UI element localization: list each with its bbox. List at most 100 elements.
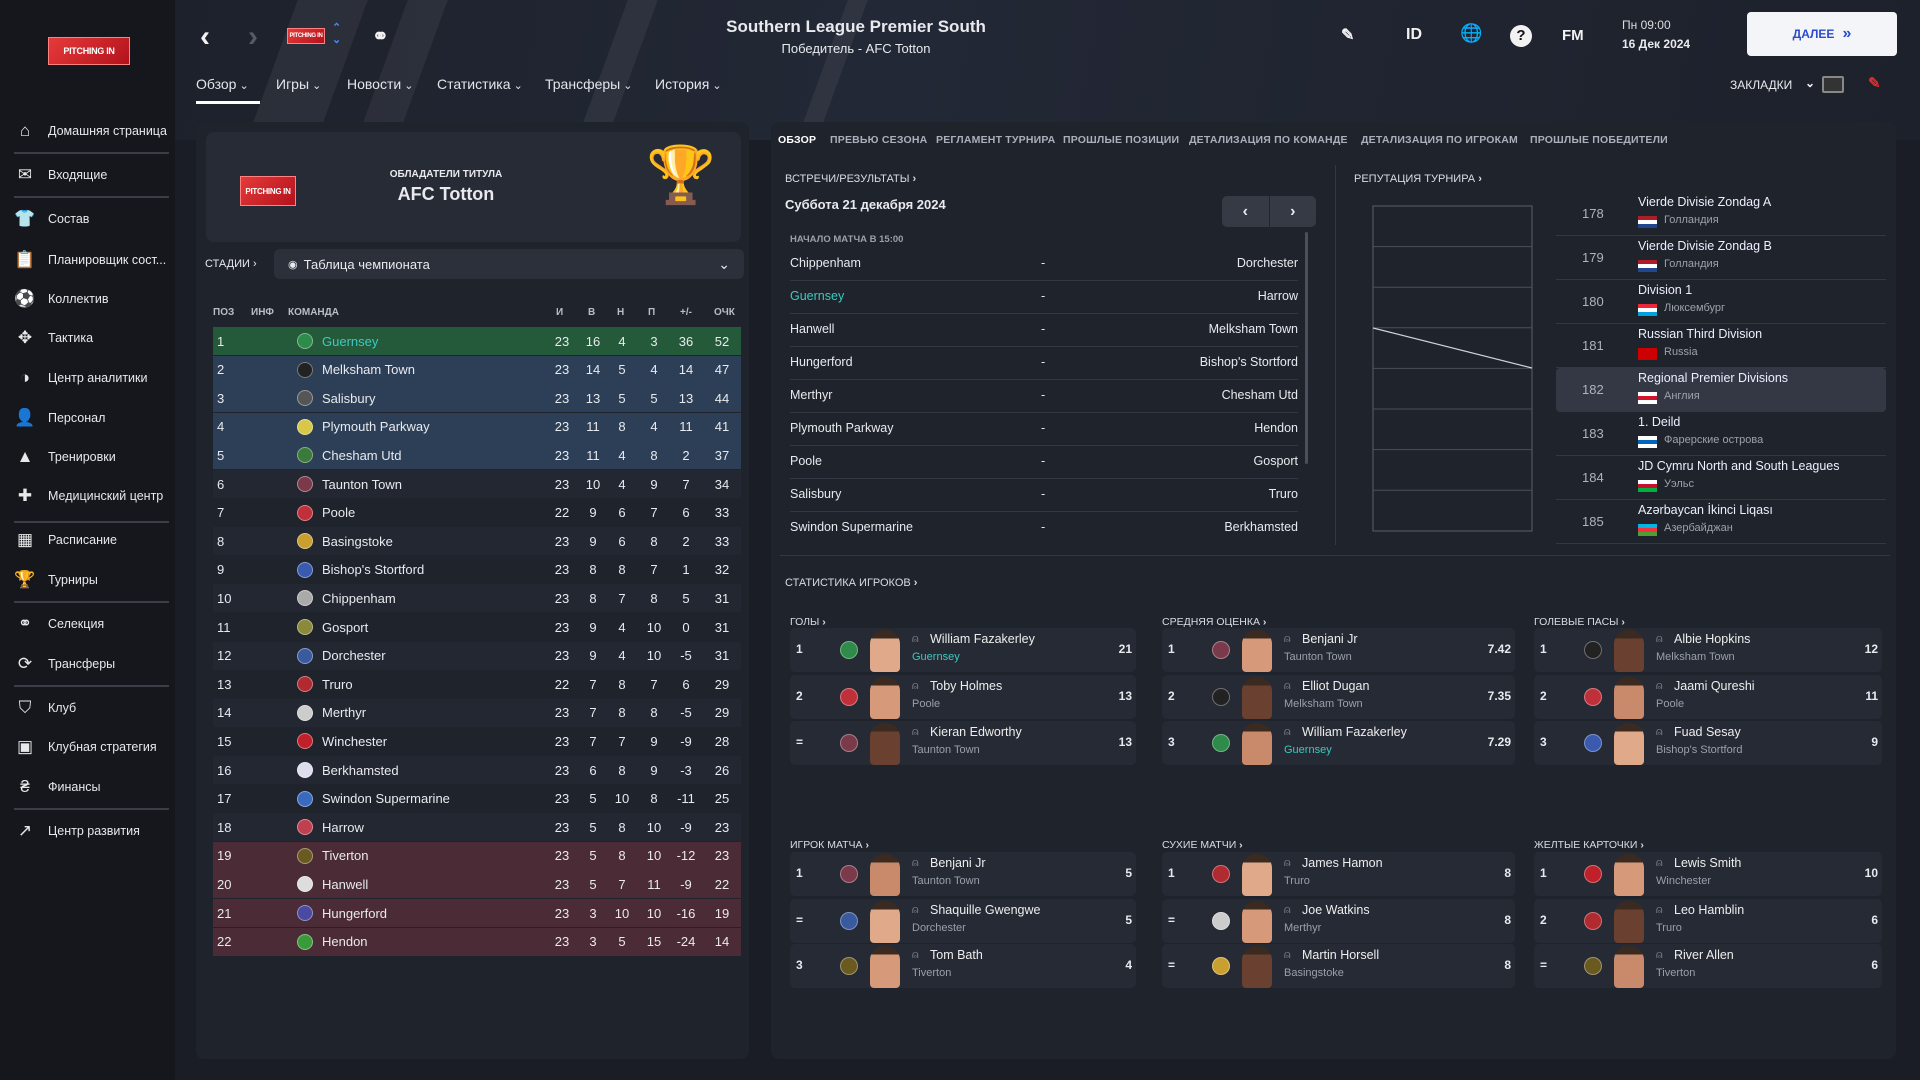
sidebar-item-shield[interactable]: ⛉ Клуб xyxy=(14,693,169,723)
competition-name[interactable]: Russian Third Division xyxy=(1638,327,1763,341)
column-header[interactable]: И xyxy=(556,307,564,318)
page-subtitle[interactable]: Победитель - AFC Totton xyxy=(781,41,931,56)
table-row[interactable]: 10 Chippenham 23 8 7 8 5 31 xyxy=(213,584,741,613)
team-name[interactable]: Taunton Town xyxy=(322,476,402,492)
table-row[interactable]: 4 Plymouth Parkway 23 11 8 4 11 41 xyxy=(213,412,741,441)
fixture-row[interactable]: Swindon Supermarine - Berkhamsted xyxy=(790,512,1298,534)
stat-group-link[interactable]: СУХИЕ МАТЧИ xyxy=(1162,839,1243,851)
table-row[interactable]: 8 Basingstoke 23 9 6 8 2 33 xyxy=(213,527,741,556)
team-name[interactable]: Winchester xyxy=(322,733,388,749)
table-row[interactable]: 11 Gosport 23 9 4 10 0 31 xyxy=(213,613,741,641)
table-row[interactable]: 6 Taunton Town 23 10 4 9 7 34 xyxy=(213,470,741,498)
competition-name[interactable]: Division 1 xyxy=(1638,283,1693,297)
player-club[interactable]: Dorchester xyxy=(912,922,966,934)
home-team[interactable]: Salisbury xyxy=(790,487,842,501)
player-stat-row[interactable]: = ⍝ Joe Watkins Merthyr 8 xyxy=(1162,899,1515,943)
team-name[interactable]: Gosport xyxy=(322,619,369,635)
player-stat-row[interactable]: = ⍝ Shaquille Gwengwe Dorchester 5 xyxy=(790,899,1136,943)
sidebar-item-analytics[interactable]: ◑ Центр аналитики xyxy=(14,363,169,393)
away-team[interactable]: Chesham Utd xyxy=(1221,388,1298,402)
reputation-row[interactable]: 179 Vierde Divisie Zondag B Голландия xyxy=(1556,236,1886,280)
player-stat-row[interactable]: 1 ⍝ James Hamon Truro 8 xyxy=(1162,852,1515,896)
player-name[interactable]: William Fazakerley xyxy=(1302,725,1407,739)
competition-name[interactable]: Vierde Divisie Zondag A xyxy=(1638,195,1772,209)
table-row[interactable]: 1 Guernsey 23 16 4 3 36 52 xyxy=(213,327,741,355)
back-arrow-icon[interactable]: ‹ xyxy=(200,20,210,53)
team-name[interactable]: Basingstoke xyxy=(322,533,393,549)
team-name[interactable]: Guernsey xyxy=(322,333,379,349)
player-stats-link[interactable]: СТАТИСТИКА ИГРОКОВ xyxy=(785,577,917,589)
home-team[interactable]: Merthyr xyxy=(790,388,833,402)
away-team[interactable]: Gosport xyxy=(1253,454,1298,468)
sidebar-item-growth[interactable]: ↗ Центр развития xyxy=(14,816,169,846)
team-name[interactable]: Salisbury xyxy=(322,390,376,406)
table-row[interactable]: 13 Truro 22 7 8 7 6 29 xyxy=(213,670,741,698)
player-stat-row[interactable]: 3 ⍝ Tom Bath Tiverton 4 xyxy=(790,944,1136,988)
stat-group-link[interactable]: СРЕДНЯЯ ОЦЕНКА xyxy=(1162,616,1266,628)
table-row[interactable]: 14 Merthyr 23 7 8 8 -5 29 xyxy=(213,698,741,727)
chevron-down-icon[interactable]: ⌄ xyxy=(1805,76,1816,90)
help-icon[interactable]: ? xyxy=(1510,25,1532,47)
player-name[interactable]: Albie Hopkins xyxy=(1674,632,1751,646)
fixture-row[interactable]: Hungerford - Bishop's Stortford xyxy=(790,347,1298,380)
sidebar-item-clipboard[interactable]: 📋 Планировщик сост... xyxy=(14,245,169,275)
nav-menu-3[interactable]: Статистика xyxy=(437,76,523,92)
table-row[interactable]: 15 Winchester 23 7 7 9 -9 28 xyxy=(213,727,741,755)
home-team[interactable]: Chippenham xyxy=(790,256,861,270)
column-header[interactable]: П xyxy=(648,307,656,318)
home-team[interactable]: Plymouth Parkway xyxy=(790,421,894,435)
fixtures-link[interactable]: ВСТРЕЧИ/РЕЗУЛЬТАТЫ xyxy=(785,173,916,185)
team-name[interactable]: Tiverton xyxy=(322,848,369,864)
player-club[interactable]: Guernsey xyxy=(1284,744,1332,756)
team-name[interactable]: Dorchester xyxy=(322,648,386,664)
sidebar-item-staff[interactable]: 👤 Персонал xyxy=(14,403,169,433)
away-team[interactable]: Bishop's Stortford xyxy=(1199,355,1298,369)
player-club[interactable]: Taunton Town xyxy=(1284,651,1352,663)
player-stat-row[interactable]: 1 ⍝ Lewis Smith Winchester 10 xyxy=(1534,852,1882,896)
competition-name[interactable]: Regional Premier Divisions xyxy=(1638,371,1789,385)
player-stat-row[interactable]: = ⍝ River Allen Tiverton 6 xyxy=(1534,944,1882,988)
player-club[interactable]: Tiverton xyxy=(1656,967,1696,979)
team-name[interactable]: Chippenham xyxy=(322,590,396,606)
away-team[interactable]: Harrow xyxy=(1257,289,1298,303)
monitor-icon[interactable] xyxy=(1822,76,1844,93)
player-stat-row[interactable]: 2 ⍝ Leo Hamblin Truro 6 xyxy=(1534,899,1882,943)
sidebar-item-strategy[interactable]: ▣ Клубная стратегия xyxy=(14,732,169,762)
player-stat-row[interactable]: = ⍝ Kieran Edworthy Taunton Town 13 xyxy=(790,721,1136,765)
binoculars-icon[interactable]: ⚭ xyxy=(372,26,389,48)
away-team[interactable]: Melksham Town xyxy=(1208,322,1298,336)
column-header[interactable]: Н xyxy=(617,307,625,318)
away-team[interactable]: Berkhamsted xyxy=(1224,520,1298,534)
reputation-row[interactable]: 183 1. Deild Фарерские острова xyxy=(1556,412,1886,456)
nav-menu-4[interactable]: Трансферы xyxy=(545,76,633,92)
table-row[interactable]: 19 Tiverton 23 5 8 10 -12 23 xyxy=(213,841,741,870)
red-pencil-icon[interactable]: ✎ xyxy=(1868,75,1881,92)
home-team[interactable]: Poole xyxy=(790,454,822,468)
club-logo[interactable]: PITCHING IN xyxy=(48,37,130,65)
player-name[interactable]: Kieran Edworthy xyxy=(930,725,1022,739)
team-name[interactable]: Hendon xyxy=(322,934,368,950)
player-club[interactable]: Bishop's Stortford xyxy=(1656,744,1743,756)
player-stat-row[interactable]: 1 ⍝ Albie Hopkins Melksham Town 12 xyxy=(1534,628,1882,672)
switch-competition-icon[interactable]: ⌃ ⌄ xyxy=(332,22,342,46)
tab-4[interactable]: ДЕТАЛИЗАЦИЯ ПО КОМАНДЕ xyxy=(1189,134,1348,146)
reputation-row[interactable]: 181 Russian Third Division Russia xyxy=(1556,324,1886,368)
player-stat-row[interactable]: 2 ⍝ Jaami Qureshi Poole 11 xyxy=(1534,675,1882,719)
fixture-row[interactable]: Chippenham - Dorchester xyxy=(790,250,1298,281)
table-row[interactable]: 17 Swindon Supermarine 23 5 10 8 -11 25 xyxy=(213,785,741,813)
fixture-row[interactable]: Salisbury - Truro xyxy=(790,479,1298,512)
nav-menu-2[interactable]: Новости xyxy=(347,76,413,92)
sidebar-item-calendar[interactable]: ▦ Расписание xyxy=(14,525,169,555)
nav-menu-5[interactable]: История xyxy=(655,76,722,92)
column-header[interactable]: В xyxy=(588,307,596,318)
competition-logo[interactable]: PITCHING IN xyxy=(287,28,325,44)
player-name[interactable]: Elliot Dugan xyxy=(1302,679,1370,693)
player-club[interactable]: Melksham Town xyxy=(1656,651,1735,663)
player-name[interactable]: Lewis Smith xyxy=(1674,856,1742,870)
player-club[interactable]: Poole xyxy=(1656,698,1685,710)
team-name[interactable]: Chesham Utd xyxy=(322,447,402,463)
sidebar-item-medical[interactable]: ✚ Медицинский центр xyxy=(14,481,169,511)
tab-5[interactable]: ДЕТАЛИЗАЦИЯ ПО ИГРОКАМ xyxy=(1361,134,1519,146)
stat-group-link[interactable]: ГОЛЕВЫЕ ПАСЫ xyxy=(1534,616,1625,628)
pencil-icon[interactable]: ✎ xyxy=(1341,27,1355,44)
